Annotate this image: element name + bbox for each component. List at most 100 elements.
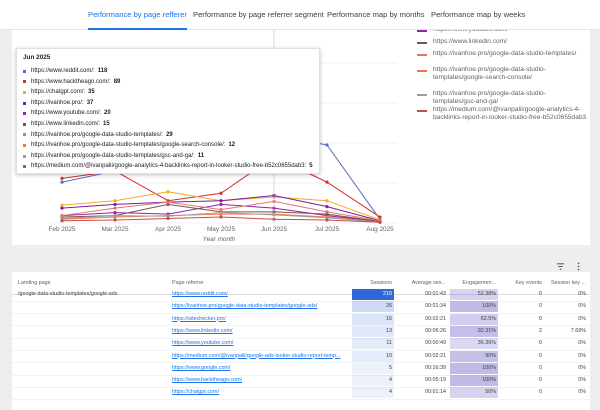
legend-label: https://medium.com/@ivanpalii/google-ana… <box>433 106 587 121</box>
page-referrer-link[interactable]: https://www.youtube.com/ <box>172 340 234 347</box>
page-referrer-link[interactable]: https://www.hacktheago.com/ <box>172 377 243 384</box>
tooltip-label: https://ivanhoe.pro/google-data-studio-t… <box>31 142 226 149</box>
landing-page-cell[interactable] <box>18 375 168 386</box>
data-point[interactable] <box>60 180 64 184</box>
tooltip-row: https://ivanhoe.pro/google-data-studio-t… <box>23 140 313 151</box>
data-point[interactable] <box>113 218 117 222</box>
landing-page-cell[interactable] <box>18 351 168 362</box>
header-average-session[interactable]: Average ses... <box>411 280 446 286</box>
tooltip-row: https://www.hacktheago.com/: 89 <box>23 77 313 88</box>
landing-page-cell[interactable] <box>18 314 168 325</box>
row-divider <box>12 362 590 364</box>
legend-item[interactable]: https://www.linkedin.com/ <box>417 38 587 46</box>
data-point[interactable] <box>219 199 223 203</box>
data-point[interactable] <box>325 212 329 216</box>
data-point[interactable] <box>219 210 223 215</box>
average-session-cell: 00:01:14 <box>425 389 446 396</box>
engagement-cell: 100% <box>482 377 496 384</box>
landing-page-cell[interactable] <box>18 387 168 398</box>
sessions-heat-cell <box>352 325 394 337</box>
landing-page-cell[interactable] <box>18 326 168 337</box>
data-point[interactable] <box>325 218 329 222</box>
legend-swatch <box>417 54 427 56</box>
data-point[interactable] <box>325 143 329 147</box>
key-events-cell: 0 <box>539 364 542 371</box>
header-key-events[interactable]: Key events <box>515 280 542 286</box>
data-point[interactable] <box>60 203 64 207</box>
average-session-cell: 00:16:39 <box>425 364 446 371</box>
tooltip-swatch <box>23 69 26 73</box>
data-point[interactable] <box>219 215 223 219</box>
more-vert-icon[interactable] <box>574 262 583 274</box>
tooltip-swatch <box>23 154 26 158</box>
data-point[interactable] <box>60 176 64 180</box>
landing-page-cell[interactable]: /google-data-studio-templates/google-ads <box>18 291 118 297</box>
header-session-key-rate[interactable]: Session key ... <box>550 280 586 286</box>
sessions-heat-cell <box>352 362 394 374</box>
landing-page-cell[interactable] <box>18 301 168 312</box>
data-point[interactable] <box>378 220 382 224</box>
header-landing-page[interactable]: Landing page <box>18 280 51 286</box>
engagement-cell: 100% <box>482 364 496 371</box>
data-point[interactable] <box>219 202 223 207</box>
data-point[interactable] <box>166 190 170 194</box>
data-point[interactable] <box>113 206 117 210</box>
page-referrer-link[interactable]: https://ivanhoe.pro/google-data-studio-t… <box>172 303 318 310</box>
data-point[interactable] <box>113 202 117 207</box>
data-point[interactable] <box>60 216 64 221</box>
header-engagement[interactable]: Engagemen... <box>462 280 496 286</box>
tooltip-label: https://chatgpt.com/: <box>31 89 86 96</box>
data-point[interactable] <box>219 191 223 195</box>
data-point[interactable] <box>166 200 170 204</box>
tooltip-row: https://www.youtube.com/: 20 <box>23 108 313 119</box>
page-referrer-link[interactable]: https://sitechecker.pro/ <box>172 315 226 322</box>
data-point[interactable] <box>378 215 382 219</box>
sessions-heat-cell <box>352 313 394 325</box>
legend-item[interactable]: https://www.youtube.com/ <box>417 30 587 34</box>
data-point[interactable] <box>166 216 170 221</box>
filter-icon[interactable] <box>556 262 565 274</box>
data-point[interactable] <box>325 205 329 209</box>
data-point[interactable] <box>325 210 329 214</box>
data-point[interactable] <box>60 219 64 223</box>
data-point[interactable] <box>166 202 170 207</box>
sessions-cell: 210 <box>383 291 392 297</box>
tab-performance-by-page-referrer[interactable]: Performance by page refferer <box>88 0 188 30</box>
page-referrer-link[interactable]: https://chatgpt.com/ <box>172 389 220 396</box>
tooltip-label: https://www.hacktheago.com/: <box>31 78 111 85</box>
engagement-heat-cell <box>450 350 498 362</box>
data-point[interactable] <box>113 199 117 203</box>
sessions-heat-cell <box>352 289 394 300</box>
data-point[interactable] <box>60 213 64 218</box>
tab-performance-map-by-weeks[interactable]: Performance map by weeks <box>431 10 526 19</box>
page-referrer-link[interactable]: https://www.linkedin.com/ <box>172 327 233 334</box>
data-point[interactable] <box>113 210 117 215</box>
data-point[interactable] <box>219 208 223 212</box>
header-page-referrer[interactable]: Page referrer <box>172 280 204 286</box>
data-point[interactable] <box>113 213 117 218</box>
engagement-cell: 100% <box>482 303 496 310</box>
page-referrer-link[interactable]: https://www.reddit.com/ <box>172 291 228 297</box>
data-point[interactable] <box>325 199 329 203</box>
tooltip-value: 89 <box>113 78 121 85</box>
data-point[interactable] <box>325 216 329 220</box>
row-divider <box>12 325 590 327</box>
session-key-rate-cell: 0% <box>578 352 586 359</box>
data-point[interactable] <box>166 214 170 218</box>
x-tick-label: Aug 2025 <box>366 226 394 233</box>
legend-item[interactable]: https://ivanhoe.pro/google-data-studio-t… <box>417 90 587 106</box>
header-sessions[interactable]: Sessions <box>370 280 392 286</box>
legend-item[interactable]: https://ivanhoe.pro/google-data-studio-t… <box>417 50 587 58</box>
tab-performance-map-by-months[interactable]: Performance map by months <box>327 10 425 19</box>
page-referrer-link[interactable]: https://www.google.com/ <box>172 364 231 371</box>
sessions-cell: 10 <box>386 352 392 359</box>
landing-page-cell[interactable] <box>18 363 168 374</box>
data-point[interactable] <box>325 180 329 184</box>
legend-item[interactable]: https://ivanhoe.pro/google-data-studio-t… <box>417 66 587 82</box>
data-point[interactable] <box>60 206 64 210</box>
legend-item[interactable]: https://medium.com/@ivanpalii/google-ana… <box>417 106 587 122</box>
tab-performance-by-referrer-segment[interactable]: Performance by page referrer segment <box>193 10 324 19</box>
page-referrer-link[interactable]: https://medium.com/@ivanpalii/google-ads… <box>172 352 341 359</box>
tooltip-value: 12 <box>228 142 236 149</box>
landing-page-cell[interactable] <box>18 338 168 349</box>
